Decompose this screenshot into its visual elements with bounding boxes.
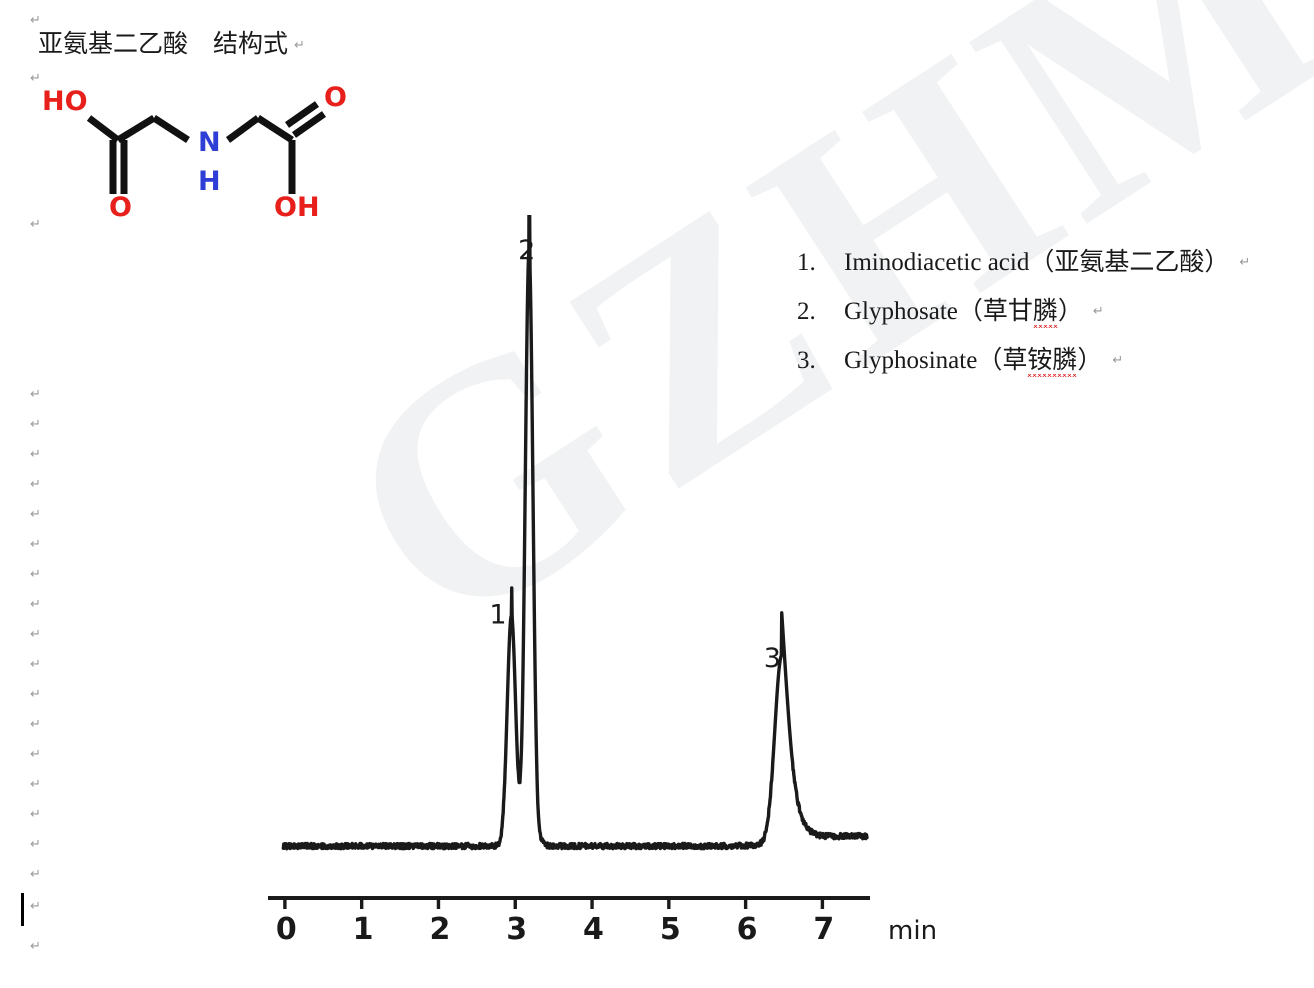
peak-label-1: 1: [489, 599, 506, 630]
paragraph-mark: ↵: [30, 807, 41, 822]
peak-label-2: 2: [518, 235, 535, 266]
paragraph-mark: ↵: [30, 537, 41, 552]
paragraph-mark: ↵: [30, 597, 41, 612]
paragraph-mark: ↵: [30, 217, 41, 232]
paragraph-mark: ↵: [1239, 255, 1251, 270]
list-item: 3. Glyphosinate（草铵膦） ↵: [797, 336, 1307, 385]
list-item-text: Glyphosinate（草: [844, 347, 1028, 374]
spellcheck-misspelled-word: 铵膦: [1027, 347, 1078, 377]
paragraph-mark: ↵: [30, 939, 41, 954]
x-axis-ticks: [283, 898, 825, 909]
peak-label-3: 3: [764, 643, 781, 674]
paragraph-mark: ↵: [1112, 353, 1124, 368]
atom-label-o-left: O: [109, 192, 132, 223]
atom-label-h: H: [198, 166, 221, 197]
atom-label-n: N: [198, 127, 221, 158]
iminodiacetic-acid-structure-diagram: HO O N H O OH: [42, 82, 347, 223]
page-title: 亚氨基二乙酸 结构式 ↵: [38, 24, 305, 60]
paragraph-mark: ↵: [30, 387, 41, 402]
page-title-text: 亚氨基二乙酸 结构式: [38, 31, 289, 58]
peak-labels: 1 2 3: [489, 235, 780, 674]
paragraph-mark: ↵: [30, 657, 41, 672]
list-item-text-tail: ）: [1077, 347, 1103, 374]
paragraph-mark: ↵: [30, 717, 41, 732]
list-item-label: Glyphosinate（草铵膦） ↵: [844, 336, 1123, 385]
paragraph-mark: ↵: [30, 567, 41, 582]
paragraph-mark: ↵: [30, 867, 41, 882]
paragraph-mark: ↵: [30, 837, 41, 852]
x-axis-tick-label: 6: [737, 912, 758, 945]
paragraph-mark: ↵: [30, 477, 41, 492]
compound-legend-list: 1. Iminodiacetic acid（亚氨基二乙酸） ↵ 2. Glypho…: [797, 238, 1307, 385]
paragraph-mark: ↵: [30, 13, 41, 28]
bond-c-o-double-b-right: [284, 101, 320, 128]
paragraph-mark: ↵: [30, 627, 41, 642]
x-axis-unit-label: min: [888, 916, 937, 945]
paragraph-mark: ↵: [30, 71, 41, 86]
bond-ch2-n-left: [152, 115, 190, 143]
x-axis-tick-label: 0: [276, 912, 297, 945]
x-axis-tick-label: 2: [429, 912, 450, 945]
list-item-label: Glyphosate（草甘膦） ↵: [844, 287, 1104, 336]
list-item: 1. Iminodiacetic acid（亚氨基二乙酸） ↵: [797, 238, 1307, 287]
bond-ho-c-left: [86, 115, 121, 143]
list-item-index: 3.: [797, 347, 816, 374]
x-axis-tick-label: 5: [660, 912, 681, 945]
paragraph-mark: ↵: [294, 38, 305, 53]
chromatogram-trace: [281, 215, 869, 851]
bond-ch2-c-right: [256, 115, 294, 143]
atom-label-ho-left: HO: [42, 86, 88, 117]
list-item-text-tail: ）: [1057, 298, 1083, 325]
list-item: 2. Glyphosate（草甘膦） ↵: [797, 287, 1307, 336]
chromatogram-plot: 0 1 2 3 4 5 6 7 min 1 2 3: [268, 215, 937, 945]
x-axis-tick-label: 3: [506, 912, 527, 945]
bond-c-ch2-left: [116, 115, 156, 143]
paragraph-mark: ↵: [30, 747, 41, 762]
paragraph-mark: ↵: [30, 777, 41, 792]
atom-label-oh-right: OH: [274, 192, 320, 223]
bond-n-ch2-right: [225, 115, 261, 143]
list-item-index: 1.: [797, 249, 816, 276]
x-axis-tick-label: 1: [353, 912, 374, 945]
list-item-label: Iminodiacetic acid（亚氨基二乙酸） ↵: [844, 238, 1250, 287]
bond-c-o-double-a-right: [291, 111, 327, 138]
paragraph-mark: ↵: [30, 687, 41, 702]
paragraph-mark: ↵: [30, 507, 41, 522]
paragraph-mark: ↵: [30, 417, 41, 432]
spellcheck-misspelled-word: 膦: [1032, 298, 1058, 328]
x-axis: 0 1 2 3 4 5 6 7 min: [268, 896, 937, 945]
list-item-text: Glyphosate（草甘: [844, 298, 1033, 325]
paragraph-mark: ↵: [30, 447, 41, 462]
x-axis-tick-labels: 0 1 2 3 4 5 6 7: [276, 912, 834, 945]
x-axis-tick-label: 4: [583, 912, 604, 945]
paragraph-mark: ↵: [1092, 304, 1104, 319]
x-axis-tick-label: 7: [813, 912, 834, 945]
atom-label-o-right: O: [324, 82, 347, 113]
list-item-index: 2.: [797, 298, 816, 325]
list-item-text: Iminodiacetic acid（亚氨基二乙酸）: [844, 249, 1230, 276]
chromatogram-trace-group: [281, 215, 869, 851]
paragraph-mark: ↵: [30, 899, 41, 914]
text-cursor[interactable]: [21, 893, 24, 926]
